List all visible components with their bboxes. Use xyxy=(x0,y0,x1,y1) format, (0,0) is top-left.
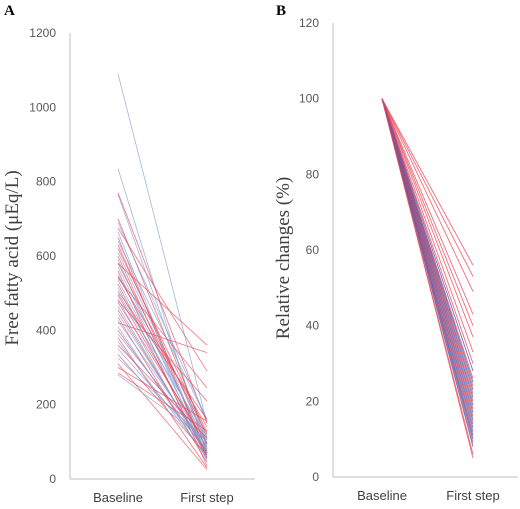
y-tick-label: 1200 xyxy=(29,26,56,40)
series-line-43 xyxy=(117,357,208,443)
y-tick-label: 40 xyxy=(306,319,320,333)
series-line-7 xyxy=(381,98,474,353)
y-axis-label: Relative changes (%) xyxy=(273,177,294,339)
series-line-38 xyxy=(117,337,208,469)
y-tick-label: 60 xyxy=(306,243,320,257)
series-line-44 xyxy=(117,363,208,470)
series-line-5 xyxy=(381,98,474,326)
series-line-2 xyxy=(381,98,474,277)
series-line-20 xyxy=(117,276,208,428)
series-line-4 xyxy=(117,194,208,444)
y-tick-labels: 0 200 400 600 800 1000 1200 xyxy=(29,26,56,486)
x-tick-label-first-step: First step xyxy=(446,488,499,503)
panel-label: A xyxy=(4,3,15,19)
y-axis-label: Free fatty acid (μEq/L) xyxy=(2,170,23,345)
x-tick-label-first-step: First step xyxy=(180,490,233,505)
y-tick-label: 20 xyxy=(306,394,320,408)
series-line-6 xyxy=(117,222,208,420)
series-line-24 xyxy=(117,291,208,420)
series-line-11 xyxy=(117,244,208,444)
series-line-16 xyxy=(117,263,208,435)
series-line-50 xyxy=(117,300,208,402)
y-tick-label: 800 xyxy=(36,175,56,189)
y-tick-label: 120 xyxy=(299,16,319,30)
series-line-3 xyxy=(381,98,474,292)
y-tick-label: 0 xyxy=(49,472,56,486)
y-tick-label: 100 xyxy=(299,92,319,106)
series-lines xyxy=(117,73,208,470)
y-tick-labels: 0 20 40 60 80 100 120 xyxy=(299,16,319,484)
x-tick-label-baseline: Baseline xyxy=(357,488,407,503)
series-line-13 xyxy=(117,252,208,441)
y-tick-label: 0 xyxy=(312,470,319,484)
series-line-42 xyxy=(117,354,208,456)
series-line-48 xyxy=(117,263,208,346)
series-line-25 xyxy=(117,292,208,437)
y-tick-label: 200 xyxy=(36,398,56,412)
series-line-37 xyxy=(117,333,208,446)
y-tick-label: 400 xyxy=(36,323,56,337)
series-line-35 xyxy=(117,326,208,459)
series-line-45 xyxy=(117,367,208,422)
panel-a: A Free fatty acid (μEq/L) 0 200 400 600 800 1… xyxy=(2,3,255,505)
panel-b: B Relative changes (%) 0 20 40 60 80 100 120 B… xyxy=(273,3,518,503)
y-tick-label: 600 xyxy=(36,249,56,263)
series-line-10 xyxy=(117,240,208,420)
y-tick-label: 1000 xyxy=(29,100,56,114)
x-tick-label-baseline: Baseline xyxy=(93,490,143,505)
series-line-41 xyxy=(117,348,208,450)
series-line-19 xyxy=(117,274,208,444)
series-line-34 xyxy=(117,322,208,354)
series-line-28 xyxy=(117,302,208,444)
y-tick-label: 80 xyxy=(306,167,320,181)
series-line-4 xyxy=(381,98,474,315)
series-line-47 xyxy=(117,374,208,441)
series-line-1 xyxy=(117,73,208,424)
series-line-1 xyxy=(381,98,474,266)
series-line-26 xyxy=(117,294,208,448)
series-line-29 xyxy=(117,305,208,456)
series-lines xyxy=(381,98,474,459)
series-line-30 xyxy=(381,98,474,459)
series-line-46 xyxy=(117,372,208,432)
series-line-6 xyxy=(381,98,474,338)
series-line-2 xyxy=(117,168,208,455)
series-line-23 xyxy=(117,287,208,454)
series-line-40 xyxy=(117,344,208,439)
series-line-14 xyxy=(117,255,208,452)
series-line-49 xyxy=(117,278,208,389)
series-line-3 xyxy=(117,192,208,424)
panel-label: B xyxy=(276,3,286,19)
